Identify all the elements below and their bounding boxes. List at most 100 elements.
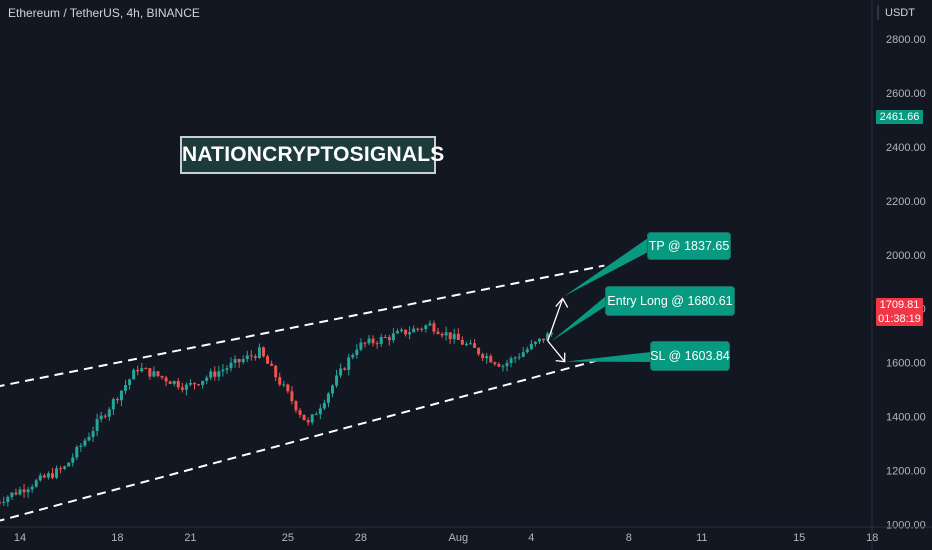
candle-body — [75, 446, 79, 458]
x-tick-label: 14 — [14, 532, 26, 544]
candle-body — [262, 347, 265, 357]
candle-body — [367, 338, 371, 344]
candle-body — [363, 342, 367, 344]
x-tick-label: 8 — [626, 532, 632, 544]
last-price-tag: 1709.81 01:38:19 — [876, 298, 923, 326]
candle-body — [132, 369, 136, 380]
candle-body — [42, 475, 46, 478]
candle-body — [172, 381, 176, 384]
candle-body — [294, 401, 298, 411]
x-tick-label: 4 — [528, 532, 534, 544]
candle-body — [546, 333, 550, 341]
candle-body — [383, 337, 387, 339]
candle-body — [473, 343, 477, 348]
candle-body — [87, 436, 91, 441]
x-tick-label: 18 — [866, 532, 878, 544]
candle-body — [201, 380, 205, 385]
candle-body — [489, 356, 493, 363]
candle-body — [452, 333, 456, 340]
entry-callout-pointer — [551, 296, 606, 341]
candle-body — [310, 414, 314, 423]
candle-body — [34, 480, 38, 487]
y-tick-label: 2800.00 — [886, 34, 926, 46]
candle-body — [10, 492, 14, 497]
candle-body — [525, 349, 529, 353]
channel-layer — [0, 264, 605, 522]
candle-body — [144, 368, 148, 370]
candle-body — [213, 371, 217, 377]
candle-body — [379, 337, 383, 344]
candle-body — [136, 369, 140, 372]
candle-body — [221, 369, 225, 372]
candle-body — [282, 384, 286, 386]
candle-body — [509, 358, 513, 363]
symbol-title[interactable]: Ethereum / TetherUS, 4h, BINANCE — [8, 6, 200, 20]
candle-body — [164, 377, 168, 382]
entry-callout[interactable]: Entry Long @ 1680.61 — [605, 286, 735, 316]
last-price-value: 1709.81 — [879, 299, 920, 311]
candle-body — [99, 415, 103, 420]
candle-body — [22, 489, 26, 493]
candle-body — [14, 492, 18, 495]
candle-body — [343, 368, 347, 370]
candle-body — [18, 489, 22, 495]
candle-body — [448, 332, 452, 340]
candle-body — [6, 496, 10, 502]
y-tick-label: 2400.00 — [886, 142, 926, 154]
candle-body — [533, 341, 537, 344]
candle-body — [79, 445, 83, 447]
current-value-tag: 2461.66 — [876, 110, 923, 124]
candle-body — [371, 338, 375, 344]
candle-body — [501, 366, 505, 368]
candle-body — [50, 473, 54, 478]
candle-body — [481, 354, 485, 359]
candle-body — [71, 457, 75, 463]
candle-body — [485, 356, 489, 359]
sl-callout[interactable]: SL @ 1603.84 — [650, 341, 730, 371]
candle-body — [67, 462, 71, 467]
tp-arrow-line — [547, 298, 564, 342]
candle-body — [493, 362, 497, 365]
candle-body — [180, 387, 184, 390]
candle-body — [26, 489, 30, 493]
candle-body — [550, 332, 554, 334]
candle-body — [160, 375, 164, 378]
candle-body — [335, 375, 339, 386]
x-tick-label: 25 — [282, 532, 294, 544]
candle-body — [497, 364, 501, 367]
channel-lower-line — [0, 357, 605, 522]
y-tick-label: 2600.00 — [886, 88, 926, 100]
candle-body — [517, 356, 521, 358]
candle-body — [436, 331, 440, 334]
candle-body — [542, 338, 546, 341]
candle-body — [428, 323, 432, 326]
candle-body — [205, 377, 209, 381]
candle-body — [432, 323, 436, 332]
candle-body — [404, 329, 408, 335]
candle-body — [253, 356, 257, 358]
candle-body — [399, 329, 403, 332]
candle-body — [395, 331, 399, 334]
y-tick-label: 2200.00 — [886, 196, 926, 208]
candle-body — [270, 363, 274, 366]
candle-body — [464, 343, 468, 345]
y-tick-label: 1200.00 — [886, 465, 926, 477]
candle-body — [63, 466, 67, 469]
candle-body — [351, 355, 355, 358]
candle-body — [359, 342, 363, 350]
x-tick-label: Aug — [449, 532, 469, 544]
watermark-label: NATIONCRYPTOSIGNALS — [180, 136, 444, 174]
x-tick-label: 21 — [184, 532, 196, 544]
candle-body — [124, 385, 128, 391]
price-axis-currency: USDT — [885, 7, 915, 19]
channel-upper-line — [0, 264, 605, 388]
candle-body — [111, 399, 115, 410]
candle-body — [184, 384, 188, 390]
candle-body — [152, 371, 156, 377]
candle-body — [46, 473, 50, 478]
candle-body — [424, 325, 428, 330]
candle-body — [387, 337, 391, 341]
tp-callout[interactable]: TP @ 1837.65 — [647, 232, 731, 260]
candle-body — [237, 359, 241, 363]
